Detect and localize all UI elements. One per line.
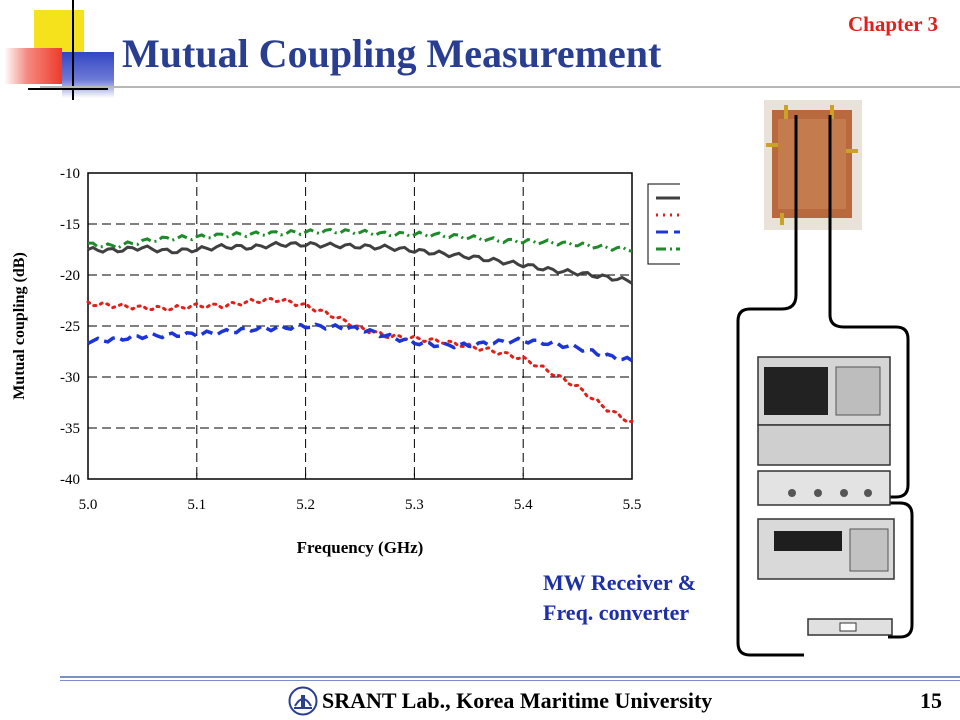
x-tick-label: 5.3 (405, 497, 424, 513)
x-tick-label: 5.1 (187, 497, 206, 513)
series-line-c14 (87, 322, 633, 363)
cable-left (736, 115, 804, 657)
cable-right (828, 115, 910, 499)
mutual-coupling-chart: 5.0 5.1 5.2 5.3 5.4 5.5-10-15-20-25-30-35-40 … (11, 166, 680, 557)
footer-rule (60, 676, 960, 678)
y-tick-label: -40 (60, 472, 80, 488)
series-line-c12 (87, 240, 633, 285)
deco-red-block (4, 48, 62, 84)
chart-legend: C12C13C14C23 (647, 183, 680, 265)
attenuator (807, 618, 893, 636)
x-tick-label: 5.4 (514, 497, 533, 513)
footer-lab-name: SRANT Lab., Korea Maritime University (322, 688, 713, 713)
caption-line-1: MW Receiver & (543, 570, 697, 595)
y-tick-label: -30 (60, 370, 80, 386)
chart-ticks: 5.0 5.1 5.2 5.3 5.4 5.5 -10 -15 -20 -25 -30 -35 -40 (60, 166, 641, 513)
x-tick-label: 5.2 (296, 497, 315, 513)
network-analyzer (757, 356, 891, 466)
y-tick-label: -35 (60, 421, 80, 437)
x-tick-label: 5.5 (623, 497, 642, 513)
legend-box (647, 183, 680, 265)
measurement-setup-illustration (736, 100, 914, 657)
university-logo-icon (288, 686, 318, 716)
deco-blue-block (62, 52, 114, 98)
y-tick-label: -10 (60, 166, 80, 182)
caption-line-2: Freq. converter (543, 600, 690, 625)
y-tick-label: -25 (60, 319, 80, 335)
y-axis-label: Mutual coupling (dB) (11, 252, 28, 400)
frequency-converter (757, 470, 891, 506)
equipment-caption: MW Receiver & Freq. converter (543, 568, 696, 628)
cable-lower (870, 501, 914, 639)
chart-series (86, 227, 634, 424)
page-number: 15 (920, 688, 942, 713)
series-line-c23 (88, 227, 633, 253)
x-axis-label: Frequency (GHz) (297, 538, 424, 557)
title-underline (40, 86, 960, 88)
y-tick-label: -20 (60, 268, 80, 284)
antenna-array-photo (764, 100, 862, 230)
x-tick-label: 5.0 (79, 497, 98, 513)
series-line-c13 (86, 296, 634, 424)
footer-rule-thin (60, 680, 960, 681)
mw-receiver (757, 518, 895, 580)
y-tick-label: -15 (60, 217, 80, 233)
deco-vertical-line (72, 0, 74, 100)
chapter-label: Chapter 3 (847, 12, 938, 36)
page-title: Mutual Coupling Measurement (122, 31, 662, 76)
deco-horizontal-line (28, 88, 108, 90)
chart-grid (88, 173, 632, 479)
